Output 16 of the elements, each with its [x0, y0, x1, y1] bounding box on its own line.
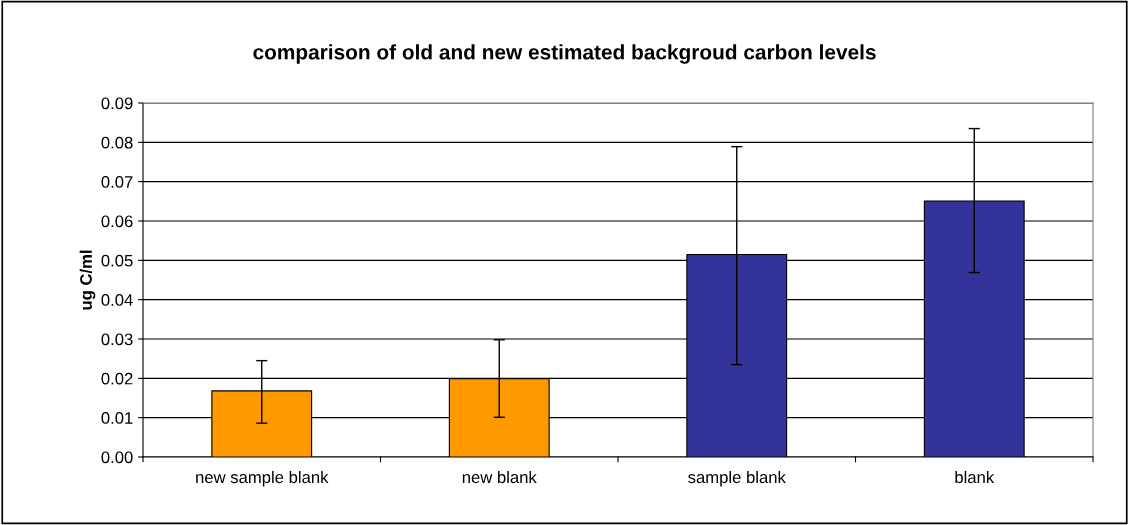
y-tick-label: 0.05: [101, 254, 133, 267]
y-tick-label: 0.00: [101, 451, 133, 464]
y-axis-title: ug C/ml: [79, 250, 96, 310]
y-tick-label: 0.04: [101, 294, 133, 306]
y-tick-label: 0.06: [101, 215, 133, 228]
chart-title: comparison of old and new estimated backgroud carbon levels: [253, 44, 876, 64]
x-tick-label: sample blank: [688, 470, 786, 487]
y-tick-label: 0.08: [101, 136, 133, 149]
y-tick-label: 0.02: [101, 372, 133, 385]
y-tick-label: 0.09: [101, 97, 133, 110]
y-tick-label: 0.01: [101, 412, 133, 424]
x-tick-label: new blank: [462, 470, 537, 484]
y-tick-label: 0.07: [101, 176, 133, 188]
y-tick-label: 0.03: [101, 333, 133, 346]
x-tick-label: blank: [955, 470, 995, 484]
x-tick-label: new sample blank: [196, 470, 329, 487]
